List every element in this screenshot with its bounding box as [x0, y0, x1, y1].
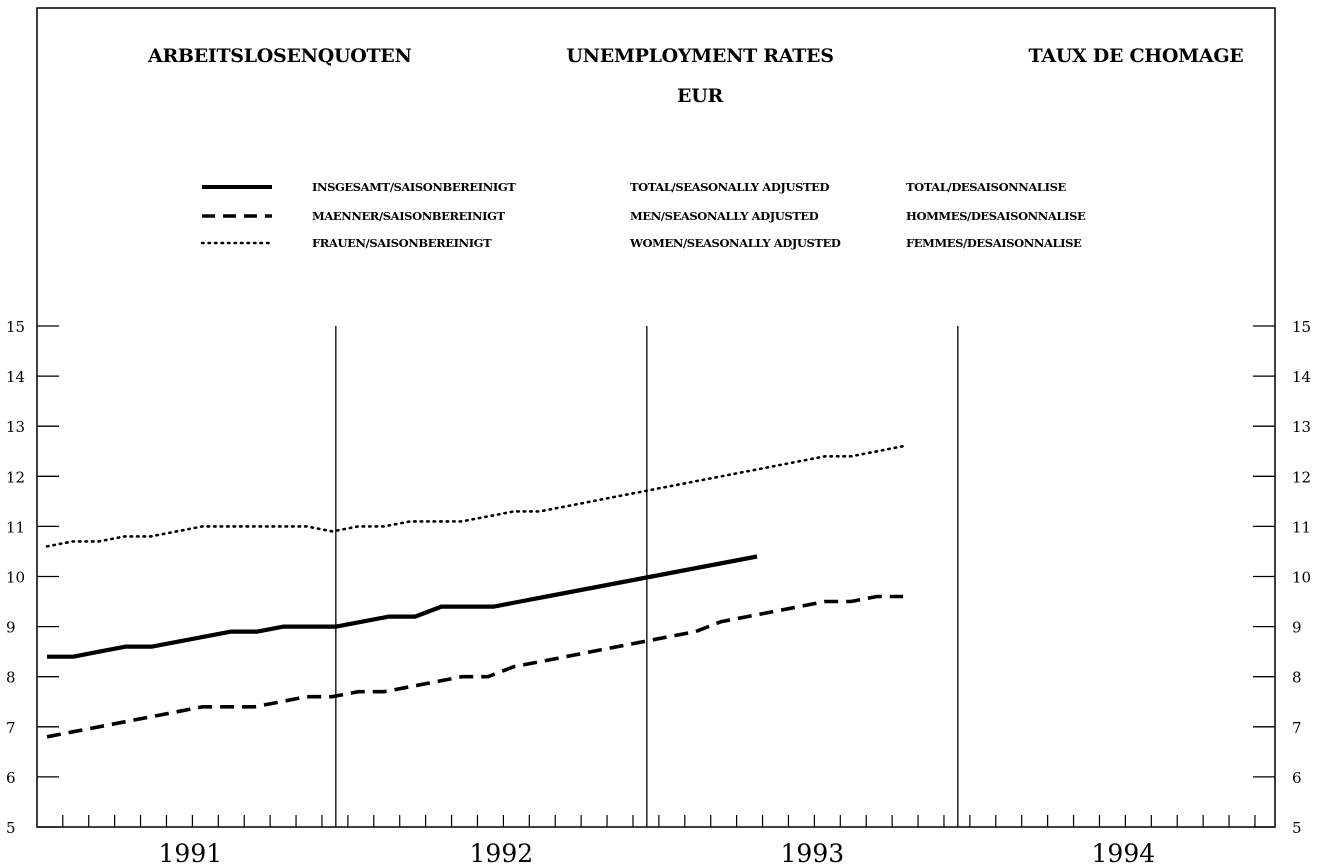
y-tick-label-left: 13: [6, 418, 25, 436]
y-tick-label-left: 11: [6, 518, 25, 536]
x-year-label: 1994: [1092, 839, 1156, 868]
title-german: ARBEITSLOSENQUOTEN: [147, 45, 412, 67]
x-year-label: 1992: [470, 839, 534, 868]
legend-men-en: MEN/SEASONALLY ADJUSTED: [630, 209, 819, 223]
series-line-dotted: [45, 444, 905, 548]
y-tick-label-left: 8: [6, 669, 16, 687]
y-tick-label-left: 9: [6, 619, 16, 637]
legend-men-de: MAENNER/SAISONBEREINIGT: [312, 209, 506, 223]
x-year-label: 1991: [159, 839, 223, 868]
y-tick-label-right: 7: [1292, 719, 1302, 737]
y-tick-label-right: 12: [1292, 468, 1311, 486]
y-tick-label-right: 14: [1292, 368, 1311, 386]
series-line-solid: [47, 554, 758, 659]
y-tick-label-right: 10: [1292, 569, 1311, 587]
y-tick-label-left: 7: [6, 719, 16, 737]
y-tick-label-left: 10: [6, 569, 25, 587]
axes: 5 5 6 6 7 7 8 8 9 9 10 10 11 11 12 12 13 13 14 14 15 15 1991 19…: [6, 318, 1311, 868]
y-tick-label-left: 12: [6, 468, 25, 486]
title-english: UNEMPLOYMENT RATES: [566, 45, 833, 67]
series-lines: [45, 444, 905, 739]
y-tick-label-left: 15: [6, 318, 25, 336]
series-line-dashed: [46, 594, 903, 739]
x-year-label: 1993: [781, 839, 845, 868]
y-tick-label-right: 5: [1292, 819, 1302, 837]
y-tick-label-right: 9: [1292, 619, 1302, 637]
title-region: EUR: [677, 85, 723, 107]
legend-women-en: WOMEN/SEASONALLY ADJUSTED: [629, 236, 841, 250]
y-tick-label-left: 5: [6, 819, 16, 837]
y-tick-label-right: 15: [1292, 318, 1311, 336]
legend-total-de: INSGESAMT/SAISONBEREINIGT: [312, 180, 516, 194]
legend-men-fr: HOMMES/DESAISONNALISE: [906, 209, 1086, 223]
legend: INSGESAMT/SAISONBEREINIGT MAENNER/SAISON…: [200, 180, 1086, 250]
legend-total-fr: TOTAL/DESAISONNALISE: [906, 180, 1066, 194]
chart-frame: [36, 7, 1276, 828]
legend-women-de: FRAUEN/SAISONBEREINIGT: [312, 236, 492, 250]
y-tick-label-left: 14: [6, 368, 25, 386]
title-french: TAUX DE CHOMAGE: [1029, 45, 1244, 67]
y-tick-label-right: 13: [1292, 418, 1311, 436]
y-tick-label-right: 8: [1292, 669, 1302, 687]
y-tick-label-right: 11: [1292, 518, 1311, 536]
legend-total-en: TOTAL/SEASONALLY ADJUSTED: [630, 180, 830, 194]
y-tick-label-right: 6: [1292, 769, 1302, 787]
legend-women-fr: FEMMES/DESAISONNALISE: [906, 236, 1082, 250]
y-tick-label-left: 6: [6, 769, 16, 787]
